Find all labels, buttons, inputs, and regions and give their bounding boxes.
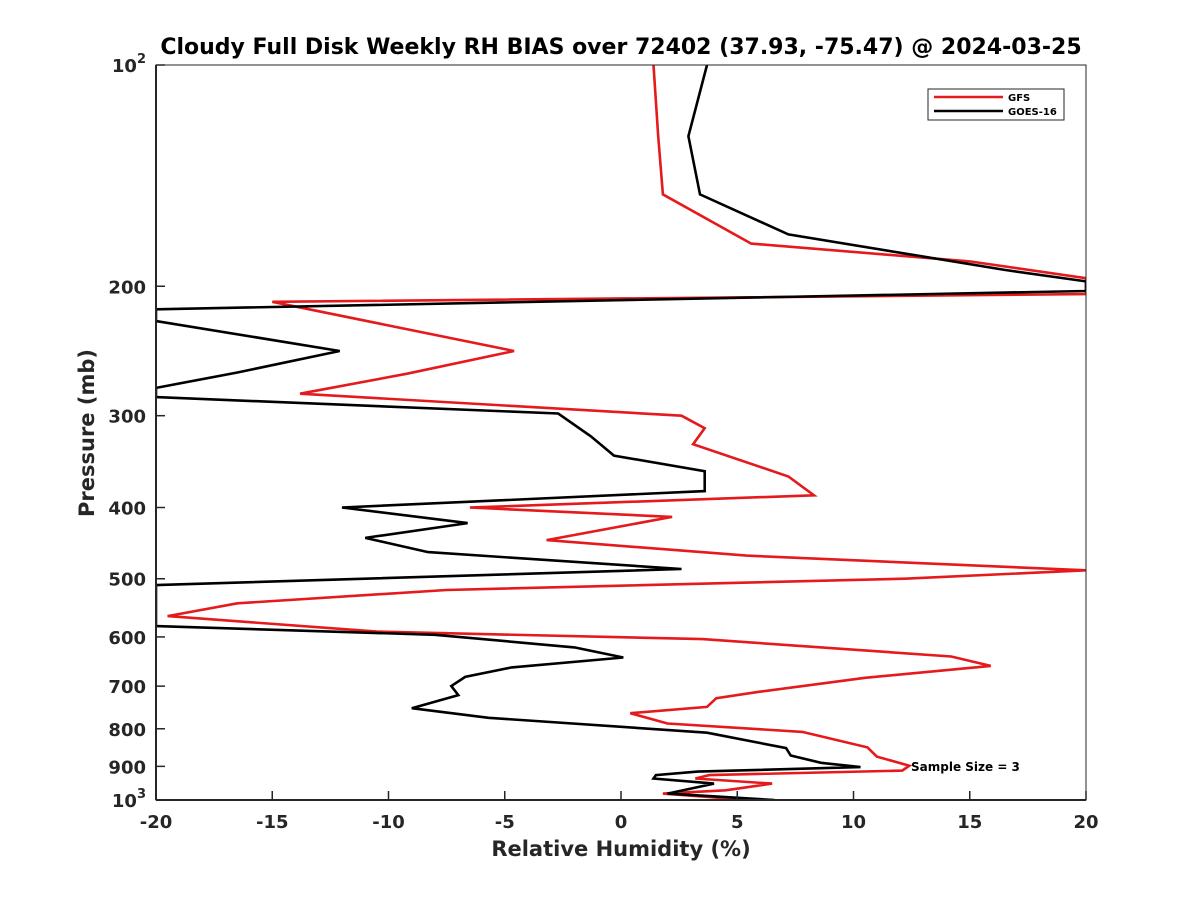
series-line-gfs bbox=[167, 65, 1086, 800]
sample-size-annotation: Sample Size = 3 bbox=[911, 760, 1020, 774]
x-tick-label: 20 bbox=[1073, 812, 1098, 833]
y-tick-label: 900 bbox=[108, 757, 146, 778]
x-tick-label: -5 bbox=[495, 812, 515, 833]
x-axis-ticks: -20 -15 -10 -5 0 5 10 15 20 bbox=[140, 791, 1099, 833]
x-tick-label: 5 bbox=[731, 812, 744, 833]
legend: GFS GOES-16 bbox=[927, 88, 1065, 121]
legend-label-gfs: GFS bbox=[1008, 93, 1030, 104]
y-tick-label: 102 bbox=[112, 52, 146, 77]
series-line-goes-16 bbox=[156, 65, 1086, 800]
legend-box bbox=[927, 88, 1065, 121]
chart-title: Cloudy Full Disk Weekly RH BIAS over 724… bbox=[160, 35, 1081, 60]
y-tick-label: 600 bbox=[108, 628, 146, 649]
legend-label-goes-16: GOES-16 bbox=[1008, 107, 1057, 118]
y-axis-ticks: 102 200 300 400 500 600 700 800 900 103 bbox=[108, 52, 165, 812]
x-tick-label: -15 bbox=[256, 812, 289, 833]
y-tick-label: 400 bbox=[108, 499, 146, 520]
x-tick-label: 10 bbox=[841, 812, 866, 833]
x-tick-label: -10 bbox=[372, 812, 405, 833]
x-tick-label: 15 bbox=[957, 812, 982, 833]
x-axis-label: Relative Humidity (%) bbox=[491, 837, 750, 861]
y-tick-label: 300 bbox=[108, 407, 146, 428]
y-tick-label: 500 bbox=[108, 570, 146, 591]
y-tick-label: 700 bbox=[108, 677, 146, 698]
y-tick-label: 800 bbox=[108, 720, 146, 741]
x-tick-label: 0 bbox=[615, 812, 628, 833]
y-tick-label: 103 bbox=[112, 787, 146, 812]
y-tick-label: 200 bbox=[108, 277, 146, 298]
x-tick-label: -20 bbox=[140, 812, 173, 833]
series-layer bbox=[156, 65, 1086, 800]
y-axis-label: Pressure (mb) bbox=[75, 349, 99, 517]
